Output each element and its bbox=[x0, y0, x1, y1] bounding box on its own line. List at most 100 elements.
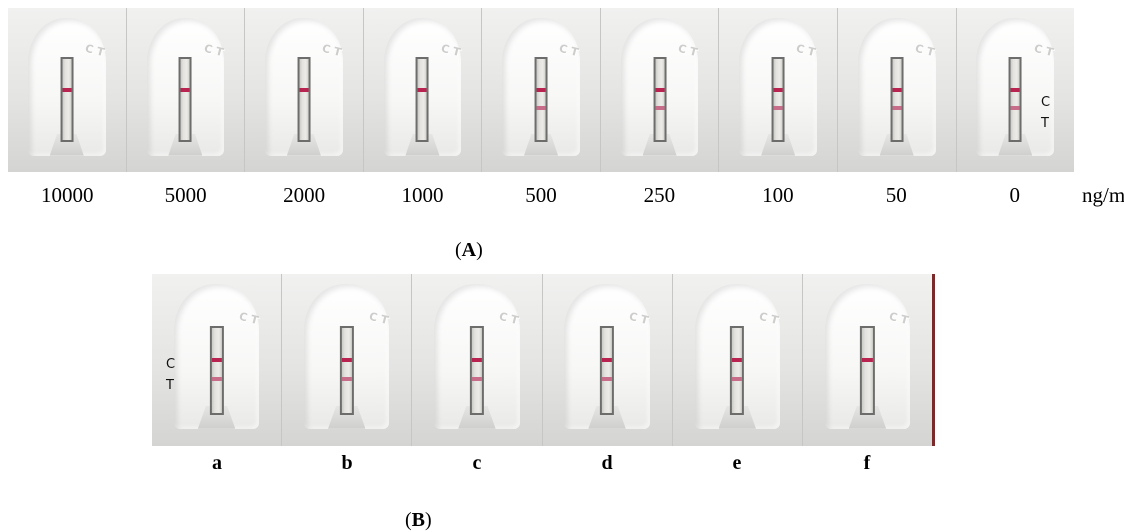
panel-b-sample-labels: a b c d e f bbox=[152, 452, 932, 475]
test-line bbox=[1010, 106, 1020, 111]
panel-a-caption: (A) bbox=[455, 239, 483, 262]
panel-letter: A bbox=[461, 239, 477, 261]
panel-a-concentration-labels: 10000 5000 2000 1000 500 250 100 50 0 bbox=[8, 183, 1074, 208]
cassette-label: c bbox=[472, 452, 482, 474]
sample-port bbox=[998, 133, 1033, 156]
paren-close: ) bbox=[425, 509, 432, 531]
control-line bbox=[418, 88, 427, 93]
sample-port bbox=[327, 405, 366, 429]
test-strip-window bbox=[209, 325, 224, 416]
panel-letter: B bbox=[411, 509, 426, 531]
control-line-label: C bbox=[1041, 95, 1051, 110]
panel-a-cassette: C T bbox=[836, 8, 956, 172]
panel-b-cassette: C T bbox=[671, 274, 802, 446]
panel-b-cassette: C T bbox=[281, 274, 412, 446]
test-strip-window bbox=[653, 57, 667, 143]
paren-close: ) bbox=[476, 239, 483, 261]
test-strip-window bbox=[60, 57, 74, 143]
panel-a-cassette: C T bbox=[125, 8, 245, 172]
test-line bbox=[732, 377, 743, 382]
sample-port bbox=[718, 405, 756, 429]
sample-port bbox=[642, 133, 677, 156]
test-line bbox=[471, 377, 483, 382]
sample-port bbox=[848, 405, 887, 429]
sample-port bbox=[197, 405, 236, 429]
control-line bbox=[471, 358, 483, 363]
cassette-label: 5000 bbox=[164, 183, 207, 207]
control-line bbox=[862, 358, 873, 363]
test-strip-window bbox=[469, 325, 485, 416]
sample-port bbox=[458, 405, 496, 429]
cassette-label: 250 bbox=[643, 183, 676, 207]
cassette-label: 2000 bbox=[283, 183, 326, 207]
cassette-label: 0 bbox=[1009, 183, 1020, 207]
control-line bbox=[655, 88, 665, 93]
test-strip-window bbox=[860, 325, 875, 416]
panel-a-cassette: C T bbox=[599, 8, 719, 172]
test-line bbox=[655, 106, 665, 111]
control-line bbox=[601, 358, 613, 363]
cassette-label: e bbox=[732, 452, 742, 474]
concentration-unit: ng/mL bbox=[1082, 183, 1124, 207]
panel-b-cassette: C T bbox=[541, 274, 672, 446]
panel-a-cassette: C T bbox=[481, 8, 600, 172]
cassette-label: 500 bbox=[525, 183, 557, 207]
test-strip-window bbox=[890, 57, 904, 143]
panel-b-ct-annotation: C T bbox=[166, 354, 175, 396]
control-line bbox=[211, 358, 222, 363]
test-strip-window bbox=[599, 325, 615, 416]
test-strip-window bbox=[1008, 57, 1022, 143]
panel-a-cassette: C T bbox=[362, 8, 482, 172]
test-strip-window bbox=[416, 57, 429, 143]
test-line bbox=[601, 377, 613, 382]
test-line bbox=[773, 106, 783, 111]
test-strip-window bbox=[771, 57, 785, 143]
panel-b-cassette: C T bbox=[411, 274, 542, 446]
sample-port bbox=[879, 133, 914, 156]
panel-a-ct-annotation: C T bbox=[1041, 92, 1050, 134]
test-strip-window bbox=[178, 57, 192, 143]
cassette-label: 1000 bbox=[401, 183, 444, 207]
control-line-label: C bbox=[166, 357, 176, 372]
sample-port bbox=[286, 133, 321, 156]
cassette-label: a bbox=[212, 452, 222, 474]
control-line bbox=[536, 88, 546, 93]
control-line bbox=[180, 88, 190, 93]
test-strip-window bbox=[339, 325, 354, 416]
test-line bbox=[892, 106, 902, 111]
control-line bbox=[62, 88, 72, 93]
test-strip-window bbox=[534, 57, 548, 143]
cassette-label: f bbox=[863, 452, 871, 474]
sample-port bbox=[588, 405, 626, 429]
control-line bbox=[773, 88, 783, 93]
test-strip-window bbox=[297, 57, 311, 143]
paren-open: ( bbox=[455, 239, 462, 261]
panel-b-caption: (B) bbox=[405, 509, 432, 532]
test-line-label: T bbox=[1041, 116, 1049, 131]
sample-port bbox=[405, 133, 440, 156]
test-line-label: T bbox=[166, 378, 174, 393]
control-line bbox=[732, 358, 743, 363]
cassette-label: 50 bbox=[885, 183, 907, 207]
test-strip-window bbox=[730, 325, 745, 416]
control-line bbox=[892, 88, 902, 93]
test-line bbox=[341, 377, 352, 382]
test-line bbox=[536, 106, 546, 111]
panel-a-cassette: C T bbox=[244, 8, 363, 172]
panel-a-cassette: C T bbox=[955, 8, 1074, 172]
control-line bbox=[299, 88, 309, 93]
panel-b-cassette: C T bbox=[152, 274, 282, 446]
sample-port bbox=[523, 133, 559, 156]
control-line bbox=[1010, 88, 1020, 93]
panel-a-cassette: C T bbox=[8, 8, 126, 172]
cassette-label: b bbox=[341, 452, 353, 474]
control-line bbox=[341, 358, 352, 363]
cassette-label: d bbox=[601, 452, 613, 474]
sample-port bbox=[168, 133, 203, 156]
cassette-label: 10000 bbox=[40, 183, 94, 207]
sample-port bbox=[49, 133, 84, 156]
test-line bbox=[211, 377, 222, 382]
panel-b-cassette: C T bbox=[801, 274, 932, 446]
